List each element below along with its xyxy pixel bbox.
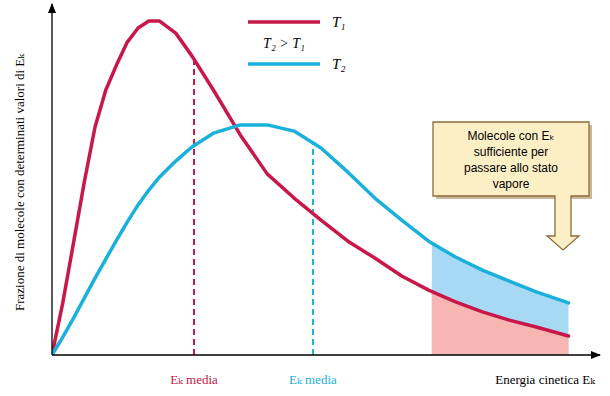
callout-box <box>433 122 589 250</box>
mean-label: Eₖ media <box>170 372 218 387</box>
y-axis-label: Frazione di molecole con determinati val… <box>12 53 27 311</box>
callout-text: vapore <box>493 177 530 191</box>
mean-label: Eₖ media <box>289 372 337 387</box>
y-axis <box>51 4 52 355</box>
legend-label: T₁ <box>332 14 346 30</box>
mean-line <box>312 143 314 355</box>
callout-text: passare allo stato <box>464 161 558 175</box>
legend-swatch <box>248 20 320 24</box>
callout-text: sufficiente per <box>474 145 549 159</box>
legend-note: T₂ > T₁ <box>263 36 305 51</box>
legend-swatch <box>248 62 320 66</box>
x-axis <box>52 354 600 355</box>
mean-line <box>193 59 195 355</box>
legend-label: T₂ <box>332 56 346 72</box>
callout-text: Molecole con Eₖ <box>467 129 554 143</box>
x-axis-label: Energia cinetica Eₖ <box>495 372 596 387</box>
chart: Frazione di molecole con determinati val… <box>0 0 610 396</box>
